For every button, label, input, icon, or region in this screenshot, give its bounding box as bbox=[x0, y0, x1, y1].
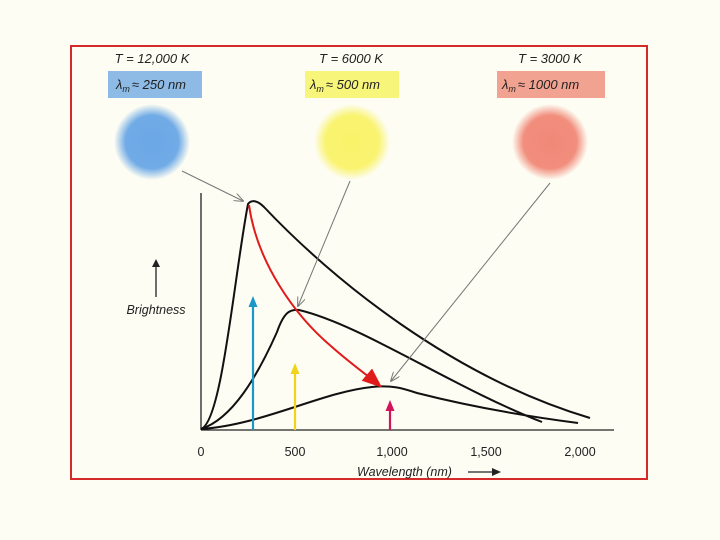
curve-6000k bbox=[200, 308, 543, 430]
star-medium: T = 6000 K λm ≈ 500 nm bbox=[305, 51, 399, 180]
peak-arrow-500nm bbox=[290, 363, 300, 430]
x-axis-label-group: Wavelength (nm) bbox=[357, 465, 501, 479]
star-cool: T = 3000 K λm ≈ 1000 nm bbox=[497, 51, 605, 180]
star-disc-yellow bbox=[314, 104, 390, 180]
lambda-label-cool: λm ≈ 1000 nm bbox=[501, 77, 579, 94]
peak-arrow-250nm bbox=[248, 296, 258, 430]
curve-12000k bbox=[200, 200, 591, 430]
peak-trend-arrow bbox=[248, 204, 383, 388]
blackbody-diagram: T = 12,000 K λm ≈ 250 nm T = 6000 K λm ≈ 5… bbox=[108, 51, 614, 479]
temperature-label-medium: T = 6000 K bbox=[319, 51, 384, 66]
peak-arrow-1000nm bbox=[385, 400, 395, 430]
lambda-box-cool bbox=[497, 71, 605, 98]
x-tick-500: 500 bbox=[285, 445, 306, 459]
star-disc-blue bbox=[114, 104, 190, 180]
y-axis-label-group: Brightness bbox=[126, 259, 186, 317]
pointer-arrow-cool bbox=[391, 182, 551, 381]
temperature-label-hot: T = 12,000 K bbox=[115, 51, 191, 66]
lambda-box-medium bbox=[305, 71, 399, 98]
x-tick-1000: 1,000 bbox=[376, 445, 407, 459]
lambda-label-medium: λm ≈ 500 nm bbox=[309, 77, 380, 94]
blackbody-figure: T = 12,000 K λm ≈ 250 nm T = 6000 K λm ≈ 5… bbox=[70, 45, 648, 480]
temperature-label-cool: T = 3000 K bbox=[518, 51, 583, 66]
x-tick-0: 0 bbox=[198, 445, 205, 459]
x-axis-label: Wavelength (nm) bbox=[357, 465, 452, 479]
star-disc-red bbox=[512, 104, 588, 180]
x-tick-2000: 2,000 bbox=[564, 445, 595, 459]
curve-3000k bbox=[200, 385, 579, 430]
star-hot: T = 12,000 K λm ≈ 250 nm bbox=[108, 51, 202, 180]
pointer-arrow-hot bbox=[181, 170, 243, 201]
x-tick-1500: 1,500 bbox=[470, 445, 501, 459]
lambda-box-hot bbox=[108, 71, 202, 98]
lambda-label-hot: λm ≈ 250 nm bbox=[115, 77, 186, 94]
y-axis-label: Brightness bbox=[126, 303, 185, 317]
y-axis-arrowhead bbox=[152, 259, 160, 267]
x-axis-arrowhead bbox=[492, 468, 501, 476]
pointer-arrow-medium bbox=[298, 180, 351, 306]
